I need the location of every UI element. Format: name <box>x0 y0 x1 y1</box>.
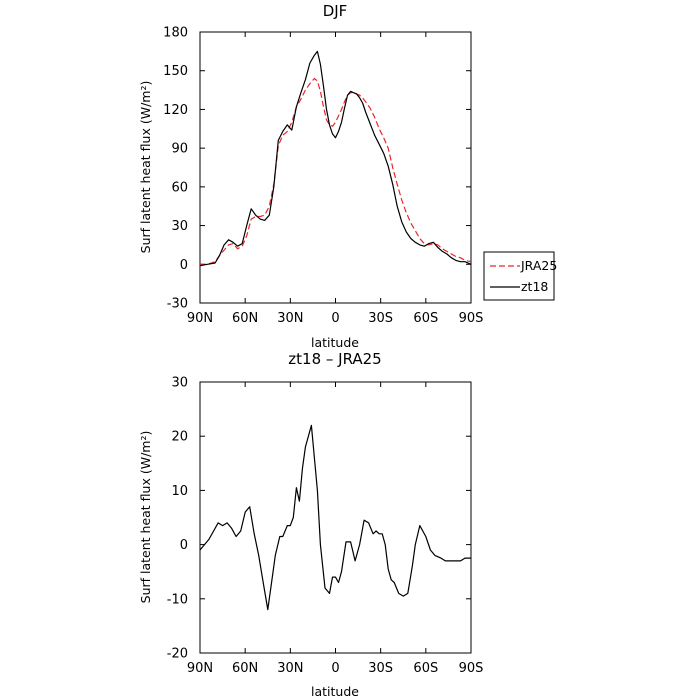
bottom-y-tick-label: 10 <box>171 484 188 499</box>
bottom-x-tick-label: 60N <box>232 661 258 676</box>
bottom-x-axis-label: latitude <box>311 684 359 699</box>
top-y-tick-label: 180 <box>163 26 188 41</box>
top-chart-title: DJF <box>323 2 348 20</box>
djf-panel: DJF 90N 60N 30N 0 30S 60S 90S -30 0 30 60 90 120 150 1… <box>138 2 557 350</box>
top-y-tick-label: -30 <box>167 297 188 312</box>
bottom-y-tick-label: 20 <box>171 430 188 445</box>
top-series-line-jra25 <box>200 77 472 265</box>
difference-panel: zt18 – JRA25 90N 60N 30N 0 30S 60S 90S -20 -10 0 1… <box>138 350 483 699</box>
top-y-tick-label: 30 <box>171 219 188 234</box>
bottom-y-tick-label: 30 <box>171 376 188 391</box>
bottom-y-tick-label: 0 <box>180 538 188 553</box>
bottom-x-tick-label: 90N <box>187 661 213 676</box>
top-x-tick-label: 30S <box>368 311 393 326</box>
top-x-tick-label: 60N <box>232 311 258 326</box>
bottom-series-line-difference <box>199 424 471 611</box>
bottom-x-tick-label: 30S <box>368 661 393 676</box>
legend-label-jra25: JRA25 <box>520 258 557 273</box>
top-y-tick-label: 90 <box>171 142 188 157</box>
bottom-x-tick-label: 30N <box>277 661 303 676</box>
legend: JRA25 zt18 <box>483 251 557 301</box>
top-y-tick-label: 60 <box>171 180 188 195</box>
top-x-tick-label: 30N <box>277 311 303 326</box>
top-series-line-zt18 <box>199 50 472 267</box>
top-x-tick-label: 90S <box>459 311 484 326</box>
bottom-chart-marks: 90N 60N 30N 0 30S 60S 90S -20 -10 0 10 20 30 <box>167 376 484 677</box>
bottom-y-tick-label: -20 <box>167 647 188 662</box>
bottom-y-tick-label: -10 <box>167 592 188 607</box>
legend-label-zt18: zt18 <box>521 279 548 294</box>
top-x-tick-label: 0 <box>331 311 339 326</box>
top-y-tick-label: 150 <box>163 64 188 79</box>
bottom-x-tick-label: 60S <box>413 661 438 676</box>
legend-box <box>483 251 555 301</box>
top-y-tick-label: 0 <box>180 258 188 273</box>
top-x-axis-label: latitude <box>311 335 359 350</box>
top-x-tick-label: 60S <box>413 311 438 326</box>
top-chart-marks: 90N 60N 30N 0 30S 60S 90S -30 0 30 60 90 120 150 180 <box>163 26 483 327</box>
bottom-x-tick-label: 0 <box>331 661 339 676</box>
top-y-axis-label: Surf latent heat flux (W/m²) <box>138 81 153 254</box>
top-y-tick-label: 120 <box>163 103 188 118</box>
bottom-y-axis-label: Surf latent heat flux (W/m²) <box>138 431 153 604</box>
bottom-x-tick-label: 90S <box>459 661 484 676</box>
top-x-tick-label: 90N <box>187 311 213 326</box>
bottom-chart-title: zt18 – JRA25 <box>288 350 381 368</box>
